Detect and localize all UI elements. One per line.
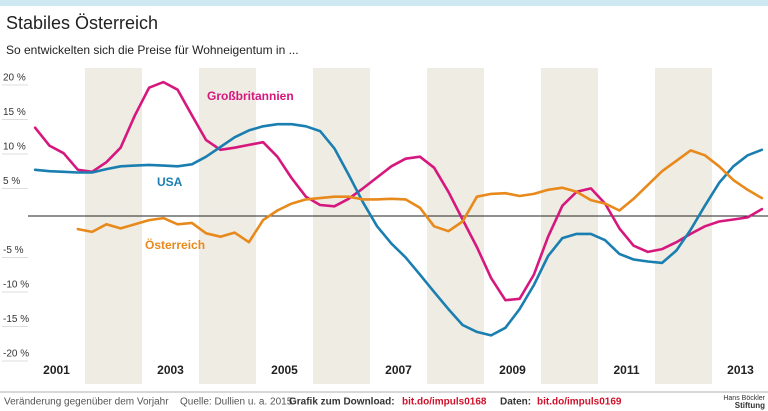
x-tick-label: 2011	[613, 363, 639, 377]
footer-link[interactable]: bit.do/impuls0169	[537, 397, 622, 408]
footer-link[interactable]: bit.do/impuls0168	[402, 397, 487, 408]
x-tick-label: 2013	[727, 363, 754, 377]
footer-note: Veränderung gegenüber dem Vorjahr	[4, 397, 169, 408]
year-bands	[85, 68, 712, 384]
x-tick-label: 2007	[385, 363, 412, 377]
series-label: USA	[157, 175, 183, 189]
y-tick-label: 5 %	[3, 176, 20, 187]
y-tick-label: 20 %	[3, 73, 26, 84]
year-band	[655, 68, 712, 384]
x-tick-label: 2009	[499, 363, 526, 377]
chart-subtitle: So entwickelten sich die Preise für Wohn…	[6, 43, 299, 57]
logo: Stiftung	[735, 401, 765, 410]
series-line	[33, 80, 764, 302]
year-band	[313, 68, 370, 384]
series-label: Österreich	[145, 237, 205, 252]
year-band	[541, 68, 598, 384]
y-tick-label: -20 %	[3, 349, 29, 360]
top-bar	[0, 0, 768, 6]
y-tick-label: -10 %	[3, 280, 29, 291]
grid: 20 % 15 % 10 % 5 % -5 % -10 % -15 % -20 % 2001 20…	[2, 73, 768, 377]
lines	[33, 80, 764, 337]
x-tick-label: 2005	[271, 363, 298, 377]
footer-download-label: Grafik zum Download:	[289, 397, 395, 408]
series-line	[33, 122, 764, 337]
footer-source: Quelle: Dullien u. a. 2015	[180, 397, 293, 408]
x-tick-label: 2001	[43, 363, 70, 377]
chart-title: Stabiles Österreich	[6, 13, 158, 33]
y-tick-label: -5 %	[3, 245, 24, 256]
y-tick-label: 15 %	[3, 107, 26, 118]
series-line	[76, 149, 764, 244]
y-tick-label: -15 %	[3, 314, 29, 325]
series-label: Großbritannien	[207, 89, 294, 103]
y-tick-label: 10 %	[3, 142, 26, 153]
x-tick-label: 2003	[157, 363, 184, 377]
logo: Hans Böckler	[723, 395, 765, 402]
footer-data-label: Daten:	[500, 397, 531, 408]
year-band	[199, 68, 256, 384]
